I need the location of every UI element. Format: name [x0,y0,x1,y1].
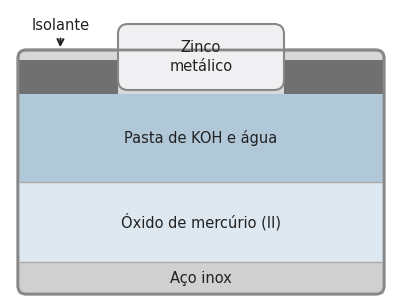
FancyBboxPatch shape [18,262,383,294]
Bar [18,94,383,182]
Text: Aço inox: Aço inox [170,271,231,285]
Bar [18,262,383,294]
Text: Isolante: Isolante [32,18,90,45]
Text: Pasta de KOH e água: Pasta de KOH e água [124,130,277,146]
Bar [18,60,118,94]
Text: Óxido de mercúrio (II): Óxido de mercúrio (II) [121,213,280,231]
Bar [283,60,383,94]
FancyBboxPatch shape [118,24,283,90]
Bar [18,182,383,262]
Text: Zinco
metálico: Zinco metálico [169,40,232,74]
FancyBboxPatch shape [18,50,383,294]
